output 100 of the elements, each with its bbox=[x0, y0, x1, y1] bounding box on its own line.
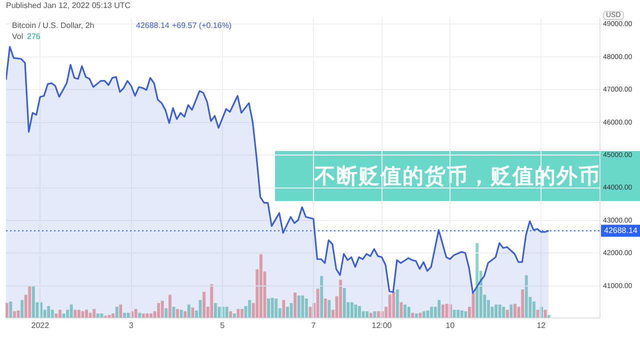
bar bbox=[297, 296, 300, 318]
bar bbox=[202, 292, 206, 318]
bar bbox=[96, 314, 100, 318]
bar bbox=[92, 309, 96, 318]
x-tick-label: 12 bbox=[536, 321, 546, 330]
text: Published Jan 12, 2022 05:13 UTC bbox=[6, 1, 131, 10]
x-tick-label: 10 bbox=[446, 321, 456, 330]
bar bbox=[286, 306, 289, 318]
bar bbox=[214, 303, 217, 318]
bar bbox=[142, 314, 145, 318]
bar bbox=[160, 300, 164, 318]
ref-line-label: 42688.14 bbox=[604, 226, 638, 235]
bar bbox=[70, 304, 73, 318]
annotation: 276 bbox=[27, 32, 40, 41]
bar bbox=[191, 308, 194, 318]
bar bbox=[366, 311, 369, 318]
bar bbox=[294, 292, 297, 318]
bar bbox=[422, 311, 426, 318]
bar bbox=[388, 294, 392, 318]
bar bbox=[180, 310, 183, 318]
bar bbox=[510, 304, 513, 318]
bar bbox=[373, 311, 376, 318]
bar bbox=[168, 294, 172, 318]
bar bbox=[460, 310, 464, 318]
bar bbox=[47, 306, 50, 318]
bar bbox=[50, 310, 54, 318]
bar bbox=[430, 306, 434, 318]
bar bbox=[259, 254, 262, 318]
bar bbox=[13, 311, 16, 318]
x-tick-label: 12:00 bbox=[372, 321, 392, 330]
bar bbox=[232, 314, 236, 318]
bar bbox=[476, 243, 479, 318]
bar bbox=[115, 306, 118, 318]
bar bbox=[301, 296, 304, 318]
bar bbox=[316, 288, 320, 318]
annotation: 42688.14 bbox=[136, 21, 170, 30]
bar bbox=[236, 309, 240, 318]
bar bbox=[267, 298, 270, 318]
bar bbox=[494, 304, 498, 318]
bar bbox=[339, 280, 342, 318]
bar bbox=[438, 300, 441, 318]
bar bbox=[9, 302, 12, 318]
annotation: Bitcoin / U.S. Dollar, 2h bbox=[12, 21, 94, 30]
x-tick-label: 3 bbox=[129, 321, 134, 330]
bar bbox=[456, 310, 460, 318]
x-tick-label: 2022 bbox=[31, 321, 50, 330]
bar bbox=[274, 298, 278, 318]
bar bbox=[229, 311, 232, 318]
bar bbox=[112, 314, 115, 318]
bar bbox=[187, 304, 190, 318]
bar bbox=[392, 292, 396, 318]
bar bbox=[404, 304, 406, 318]
bar bbox=[524, 275, 528, 318]
bar bbox=[164, 308, 168, 318]
bar bbox=[328, 300, 331, 318]
bar bbox=[452, 310, 456, 318]
bar bbox=[414, 314, 418, 318]
bar bbox=[240, 309, 244, 318]
bar bbox=[146, 314, 149, 318]
bar bbox=[77, 310, 80, 318]
bar bbox=[464, 311, 468, 318]
bar bbox=[54, 314, 58, 318]
bar bbox=[396, 290, 399, 318]
bar bbox=[20, 300, 24, 318]
bar bbox=[28, 286, 32, 318]
x-tick-label: 5 bbox=[220, 321, 226, 330]
bar bbox=[176, 309, 179, 318]
bar bbox=[5, 303, 8, 318]
bar bbox=[100, 314, 104, 318]
bar bbox=[506, 310, 509, 318]
bar bbox=[521, 290, 524, 318]
bar bbox=[74, 310, 77, 318]
bar bbox=[544, 310, 547, 318]
bar bbox=[304, 298, 308, 318]
bar bbox=[150, 314, 152, 318]
bar bbox=[225, 306, 228, 318]
bar bbox=[134, 309, 138, 318]
bar bbox=[119, 304, 122, 318]
bar bbox=[502, 306, 506, 318]
bar bbox=[210, 284, 214, 318]
bar bbox=[270, 298, 274, 318]
bar bbox=[85, 310, 88, 318]
bar bbox=[350, 302, 354, 318]
bar bbox=[58, 310, 62, 318]
bar bbox=[498, 304, 502, 318]
bar bbox=[342, 288, 346, 318]
annotation: +69.57 (+0.16%) bbox=[172, 21, 232, 30]
annotation: Vol bbox=[12, 32, 24, 41]
bar bbox=[157, 303, 160, 318]
bar bbox=[320, 276, 324, 318]
x-tick-label: 7 bbox=[311, 321, 316, 330]
bar bbox=[32, 286, 35, 318]
bar bbox=[377, 311, 380, 318]
bar bbox=[441, 304, 444, 318]
bar bbox=[248, 300, 252, 318]
bar bbox=[282, 300, 286, 318]
bar bbox=[324, 298, 327, 318]
bar bbox=[514, 304, 516, 318]
bar bbox=[358, 306, 361, 318]
bar bbox=[184, 311, 187, 318]
